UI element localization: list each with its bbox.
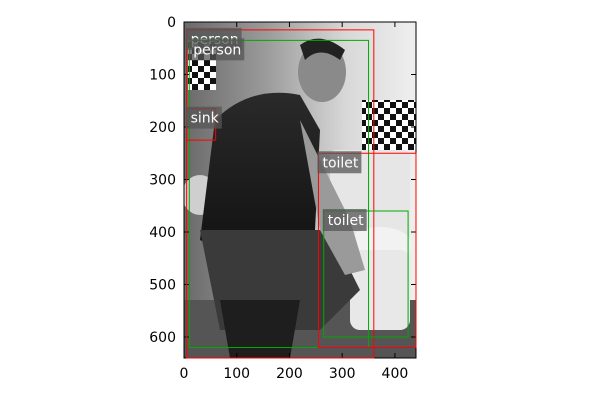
x-tick-label: 100 <box>223 366 250 382</box>
detection-label: toilet <box>328 213 364 229</box>
x-tick-label: 300 <box>329 366 356 382</box>
y-tick-label: 300 <box>149 173 176 189</box>
x-tick-label: 200 <box>276 366 303 382</box>
detection-label: toilet <box>322 155 358 171</box>
detection-sink: sink <box>185 106 222 141</box>
detection-label-bg <box>185 106 222 129</box>
checker-tiles-right <box>362 100 416 150</box>
x-tick-label: 0 <box>180 366 189 382</box>
x-tick-label: 400 <box>382 366 409 382</box>
detection-toilet: toilet <box>317 151 417 348</box>
y-tick-label: 100 <box>149 68 176 84</box>
detection-label-bg <box>188 38 245 61</box>
y-tick-label: 0 <box>167 15 176 31</box>
detection-box <box>317 152 417 348</box>
person-shape <box>200 38 365 358</box>
bathroom-photo <box>184 22 416 358</box>
detection-box <box>186 29 375 359</box>
detection-toilet: toilet <box>322 209 409 338</box>
detection-label-bg <box>322 209 367 231</box>
detection-label: person <box>193 42 241 58</box>
detection-box <box>188 39 370 348</box>
detection-person: person <box>188 38 370 348</box>
y-tick-label: 500 <box>149 278 176 294</box>
detection-boxes: personpersonsinktoilettoilet <box>185 27 417 359</box>
y-tick-label: 200 <box>149 120 176 136</box>
detection-label-bg <box>317 151 362 174</box>
detection-label: sink <box>191 111 220 127</box>
axis-ticks: 0 100 200 300 400 0 100 200 300 400 500 600 <box>149 15 416 382</box>
y-tick-label: 400 <box>149 225 176 241</box>
y-tick-label: 600 <box>149 330 176 346</box>
